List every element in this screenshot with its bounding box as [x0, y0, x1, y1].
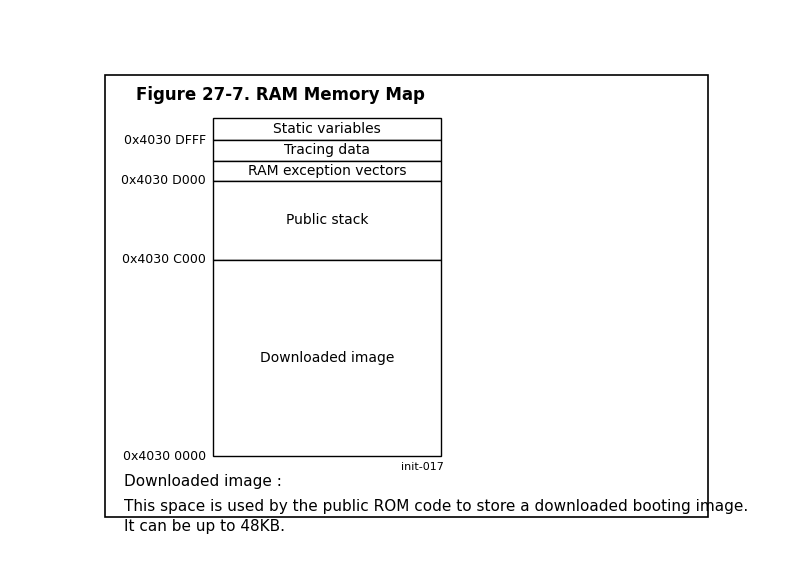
Text: 0x4030 D000: 0x4030 D000: [121, 175, 206, 188]
Bar: [213, 181, 441, 260]
Text: init-017: init-017: [401, 462, 444, 472]
Text: 0x4030 0000: 0x4030 0000: [122, 449, 206, 462]
Bar: [213, 260, 441, 456]
Bar: [213, 161, 441, 181]
Text: Downloaded image :: Downloaded image :: [124, 474, 282, 489]
Text: This space is used by the public ROM code to store a downloaded booting image.
I: This space is used by the public ROM cod…: [124, 499, 748, 534]
Text: Tracing data: Tracing data: [284, 144, 370, 158]
Text: 0x4030 C000: 0x4030 C000: [121, 253, 206, 266]
Text: RAM exception vectors: RAM exception vectors: [248, 163, 407, 178]
Text: 0x4030 DFFF: 0x4030 DFFF: [124, 134, 206, 146]
Text: Figure 27-7. RAM Memory Map: Figure 27-7. RAM Memory Map: [137, 86, 425, 104]
Text: Downloaded image: Downloaded image: [260, 351, 394, 365]
Text: Public stack: Public stack: [286, 213, 368, 227]
Bar: [213, 140, 441, 161]
Text: Static variables: Static variables: [273, 122, 381, 136]
Bar: [213, 118, 441, 140]
